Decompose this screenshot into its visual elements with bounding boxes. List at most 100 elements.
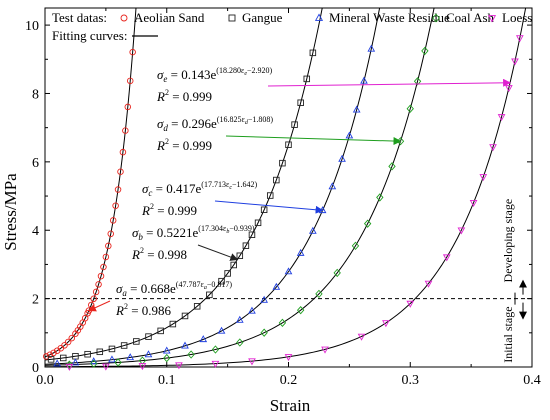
equation-text: σa = 0.668e(47.787εa−0.817) bbox=[116, 280, 232, 298]
equation-text: σd = 0.296e(16.825εd−1.808) bbox=[157, 115, 273, 133]
data-point bbox=[413, 77, 422, 86]
data-point bbox=[157, 327, 164, 335]
legend-test-datas-label: Test datas: bbox=[52, 10, 107, 25]
data-point bbox=[309, 226, 317, 234]
x-tick-label: 0.3 bbox=[402, 373, 420, 388]
r-squared-text: R2 = 0.998 bbox=[131, 246, 187, 262]
data-point bbox=[109, 217, 117, 224]
data-point bbox=[266, 192, 274, 199]
data-point bbox=[122, 127, 129, 134]
data-point bbox=[211, 360, 220, 368]
data-point bbox=[296, 248, 305, 256]
data-point bbox=[211, 345, 220, 354]
data-point bbox=[108, 345, 116, 353]
data-point bbox=[90, 295, 97, 303]
data-point bbox=[100, 263, 107, 271]
y-axis-label: Stress/MPa bbox=[1, 173, 20, 251]
data-point bbox=[382, 320, 390, 328]
data-point bbox=[442, 254, 451, 262]
data-point bbox=[230, 261, 237, 269]
r-squared-text: R2 = 0.999 bbox=[156, 88, 212, 104]
developing-stage-label: Developing stage bbox=[501, 199, 515, 283]
data-point bbox=[357, 333, 366, 341]
r-squared-text: R2 = 0.986 bbox=[115, 302, 172, 318]
data-point bbox=[102, 363, 110, 371]
data-point bbox=[217, 326, 226, 334]
data-point bbox=[333, 268, 341, 278]
data-point bbox=[97, 272, 105, 280]
data-point bbox=[284, 354, 293, 362]
data-point bbox=[338, 154, 346, 162]
data-point bbox=[163, 353, 171, 363]
data-point bbox=[199, 335, 208, 343]
equation-aeolian-sand: σa = 0.668e(47.787εa−0.817) R2 = 0.986 bbox=[87, 280, 232, 318]
equation-coal-ash: σd = 0.296e(16.825εd−1.808) R2 = 0.999 bbox=[156, 115, 402, 153]
data-point bbox=[120, 342, 128, 349]
fit-curve-coal-ash bbox=[44, 7, 435, 366]
data-point bbox=[112, 202, 119, 209]
legend-marker-gangue bbox=[228, 14, 236, 22]
data-point bbox=[469, 200, 478, 208]
data-point bbox=[175, 362, 183, 370]
data-point bbox=[421, 46, 429, 56]
initial-stage-label: Initial stage bbox=[501, 306, 515, 362]
data-point bbox=[248, 358, 256, 366]
data-point bbox=[321, 346, 329, 354]
data-point bbox=[108, 355, 116, 363]
data-point bbox=[352, 105, 361, 113]
x-tick-label: 0.0 bbox=[36, 373, 54, 388]
legend-label-loess: Loess bbox=[502, 10, 532, 25]
data-point bbox=[309, 49, 317, 57]
data-point bbox=[511, 58, 519, 66]
data-point bbox=[95, 281, 102, 288]
data-point bbox=[206, 291, 213, 299]
data-point bbox=[296, 306, 305, 315]
data-point bbox=[360, 76, 368, 84]
axes: 0.0 0.1 0.2 0.3 0.4 0 2 4 6 8 10 bbox=[25, 7, 541, 388]
data-point bbox=[105, 242, 112, 250]
data-point bbox=[328, 182, 337, 190]
legend-label-aeolian-sand: Aeolian Sand bbox=[134, 10, 205, 25]
legend-label-gangue: Gangue bbox=[242, 10, 283, 25]
equation-text: σc = 0.417e(17.713εc−1.642) bbox=[142, 180, 257, 198]
data-point bbox=[406, 104, 414, 113]
data-point bbox=[114, 358, 122, 367]
data-point bbox=[479, 174, 488, 182]
data-point bbox=[84, 350, 91, 358]
data-point bbox=[46, 351, 54, 359]
data-point bbox=[424, 280, 433, 288]
data-point bbox=[68, 334, 76, 342]
data-point bbox=[315, 289, 323, 299]
data-point bbox=[248, 231, 256, 238]
y-tick-label: 6 bbox=[32, 156, 39, 171]
data-point bbox=[129, 48, 136, 56]
y-tick-label: 2 bbox=[32, 293, 39, 308]
data-point bbox=[457, 227, 466, 235]
data-point bbox=[363, 219, 372, 228]
r-squared-text: R2 = 0.999 bbox=[141, 202, 197, 218]
fitting-curves bbox=[44, 7, 527, 368]
data-point bbox=[92, 288, 100, 296]
axis-labels: Strain Stress/MPa bbox=[1, 173, 311, 415]
r-squared-text: R2 = 0.999 bbox=[156, 137, 212, 153]
data-point bbox=[181, 341, 189, 349]
equation-arrow bbox=[214, 200, 324, 214]
y-tick-label: 8 bbox=[32, 87, 39, 102]
data-point bbox=[102, 253, 110, 261]
data-point bbox=[126, 353, 135, 361]
y-tick-label: 4 bbox=[32, 224, 39, 239]
data-point bbox=[242, 242, 250, 249]
data-point bbox=[90, 359, 98, 368]
data-point bbox=[53, 359, 62, 367]
data-point bbox=[162, 346, 171, 354]
data-point bbox=[279, 159, 286, 167]
data-point bbox=[89, 357, 98, 365]
data-point bbox=[145, 333, 152, 340]
data-point bbox=[515, 35, 524, 43]
data-point bbox=[65, 363, 74, 371]
data-point bbox=[181, 312, 189, 320]
data-point bbox=[248, 306, 256, 314]
data-point bbox=[187, 350, 195, 359]
legend-marker-aeolian-sand bbox=[120, 14, 128, 22]
